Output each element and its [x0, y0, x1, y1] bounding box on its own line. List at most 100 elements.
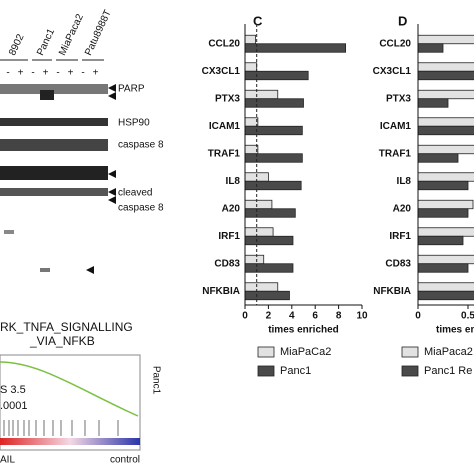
band — [40, 90, 54, 100]
legend-swatch — [401, 346, 419, 358]
y-tick-label: PTX3 — [215, 93, 240, 104]
bar — [417, 227, 474, 237]
bar — [244, 235, 294, 246]
band — [40, 268, 50, 272]
gsea-x-label: AIL — [0, 455, 15, 466]
y-tick-label: A20 — [393, 203, 412, 214]
bar — [417, 153, 459, 163]
legend-swatch — [257, 365, 275, 377]
panel-label: C — [253, 13, 263, 28]
bar — [417, 89, 474, 100]
bar — [244, 263, 294, 273]
treatment-label: + — [93, 68, 99, 79]
y-tick-label: CD83 — [214, 258, 240, 269]
treatment-label: - — [56, 68, 59, 79]
rank-gradient — [0, 438, 140, 445]
legend-label: MiaPaca2 — [424, 346, 473, 358]
bar — [417, 263, 469, 273]
bar — [244, 34, 256, 45]
band — [0, 84, 108, 94]
bar — [417, 180, 469, 191]
bar — [417, 125, 474, 136]
y-tick-label: CCL20 — [379, 38, 411, 49]
bar — [417, 235, 464, 246]
band — [0, 118, 108, 126]
bar — [244, 290, 290, 301]
lane-label: Panc1 — [35, 27, 57, 58]
bar — [417, 98, 449, 108]
bar — [244, 43, 347, 53]
x-axis-label: times enriched — [268, 325, 339, 336]
lane-label: 8902 — [7, 32, 27, 57]
x-tick-label: 4 — [289, 311, 295, 322]
treatment-label: - — [81, 68, 84, 79]
panel-label: D — [398, 13, 407, 28]
bar — [417, 70, 474, 81]
y-tick-label: TRAF1 — [379, 148, 412, 159]
y-tick-label: ICAM1 — [209, 121, 241, 132]
treatment-label: + — [18, 68, 24, 79]
bar — [417, 34, 474, 45]
blot-label: caspase 8 — [118, 140, 164, 151]
bar — [417, 282, 474, 292]
bar — [244, 180, 302, 191]
bar — [417, 208, 469, 218]
y-tick-label: ICAM1 — [380, 121, 412, 132]
y-tick-label: IL8 — [226, 176, 241, 187]
gsea-stat: .0001 — [0, 400, 28, 412]
gsea-x-label: control — [110, 455, 140, 466]
bar — [417, 199, 474, 210]
y-tick-label: A20 — [222, 203, 241, 214]
blot-label: PARP — [118, 84, 145, 95]
bar — [417, 43, 444, 53]
x-tick-label: 8 — [336, 311, 342, 322]
bar — [244, 282, 279, 292]
bar — [244, 153, 303, 163]
band — [0, 188, 108, 196]
bar — [244, 227, 274, 237]
band — [0, 166, 108, 180]
gsea-frame — [0, 354, 141, 451]
bar — [244, 125, 303, 136]
y-tick-label: PTX3 — [386, 93, 411, 104]
bar — [244, 98, 304, 108]
legend-swatch — [257, 346, 275, 358]
y-tick-label: NFKBIA — [373, 286, 411, 297]
band — [4, 230, 14, 234]
gsea-title: _VIA_NFKB — [29, 334, 95, 348]
x-tick-label: 0 — [415, 311, 421, 322]
bar — [417, 144, 474, 155]
y-tick-label: CX3CL1 — [373, 66, 412, 77]
x-tick-label: 10 — [356, 311, 368, 322]
treatment-label: - — [6, 68, 9, 79]
bar — [244, 89, 279, 100]
bar — [417, 62, 474, 72]
lane-label: MiaPaca2 — [57, 12, 86, 57]
bar — [417, 254, 474, 265]
bar — [417, 290, 474, 301]
y-tick-label: CD83 — [385, 258, 411, 269]
y-tick-label: CCL20 — [208, 38, 240, 49]
bar — [417, 172, 474, 182]
legend-label: MiaPaCa2 — [280, 346, 331, 358]
x-axis-label: times enri — [436, 325, 474, 336]
legend-label: Panc1 — [280, 365, 311, 377]
treatment-label: + — [43, 68, 49, 79]
y-tick-label: NFKBIA — [202, 286, 240, 297]
bar — [244, 62, 258, 72]
bar — [417, 117, 474, 127]
legend-swatch — [401, 365, 419, 377]
x-tick-label: 0.5 — [461, 311, 474, 322]
y-tick-label: IL8 — [397, 176, 412, 187]
treatment-label: + — [68, 68, 74, 79]
gsea-plot — [0, 354, 141, 451]
western-blot — [0, 59, 116, 274]
x-tick-label: 0 — [242, 311, 248, 322]
bar — [244, 199, 273, 210]
y-tick-label: CX3CL1 — [202, 66, 241, 77]
legend-label: Panc1 Re — [424, 365, 472, 377]
y-tick-label: TRAF1 — [208, 148, 241, 159]
enrichment-curve — [0, 361, 139, 417]
